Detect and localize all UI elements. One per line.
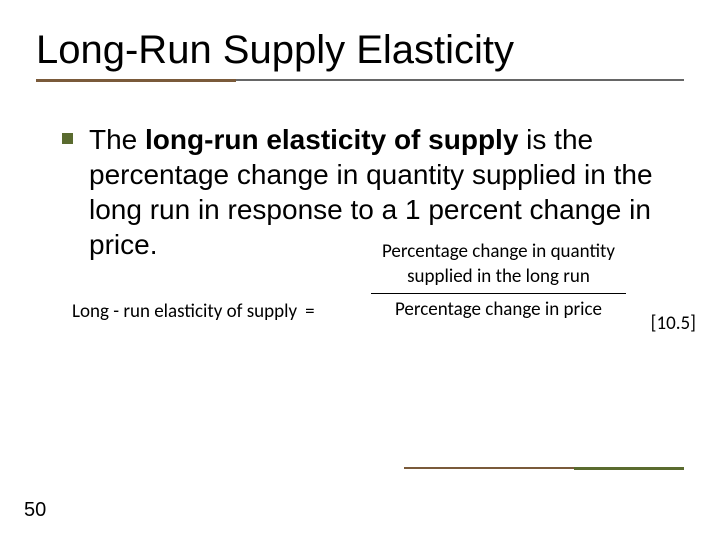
- formula-lhs-label: Long - run elasticity of supply: [72, 300, 297, 323]
- formula-lhs: Long - run elasticity of supply =: [72, 300, 317, 323]
- bullet-text-prefix: The: [89, 124, 145, 155]
- formula-fraction-bar: [371, 293, 626, 294]
- slide-title: Long-Run Supply Elasticity: [36, 28, 684, 73]
- slide-container: Long-Run Supply Elasticity The long-run …: [0, 0, 720, 540]
- formula-numerator-line1: Percentage change in quantity: [371, 240, 626, 265]
- square-bullet-icon: [62, 133, 73, 144]
- footer-rule: [404, 467, 684, 470]
- formula-reference: [10.5]: [651, 312, 696, 335]
- title-underline-accent: [36, 79, 236, 82]
- bullet-bold-term: long-run elasticity of supply: [145, 124, 518, 155]
- title-underline: [36, 79, 684, 82]
- formula-denominator: Percentage change in price: [371, 298, 626, 323]
- formula-area: Long - run elasticity of supply = Percen…: [62, 276, 674, 396]
- footer-rule-accent: [574, 467, 684, 470]
- formula-equals: =: [305, 300, 314, 323]
- formula-fraction: Percentage change in quantity supplied i…: [371, 240, 626, 323]
- formula-numerator-line2: supplied in the long run: [371, 265, 626, 290]
- body-content: The long-run elasticity of supply is the…: [36, 122, 684, 396]
- page-number: 50: [24, 499, 46, 522]
